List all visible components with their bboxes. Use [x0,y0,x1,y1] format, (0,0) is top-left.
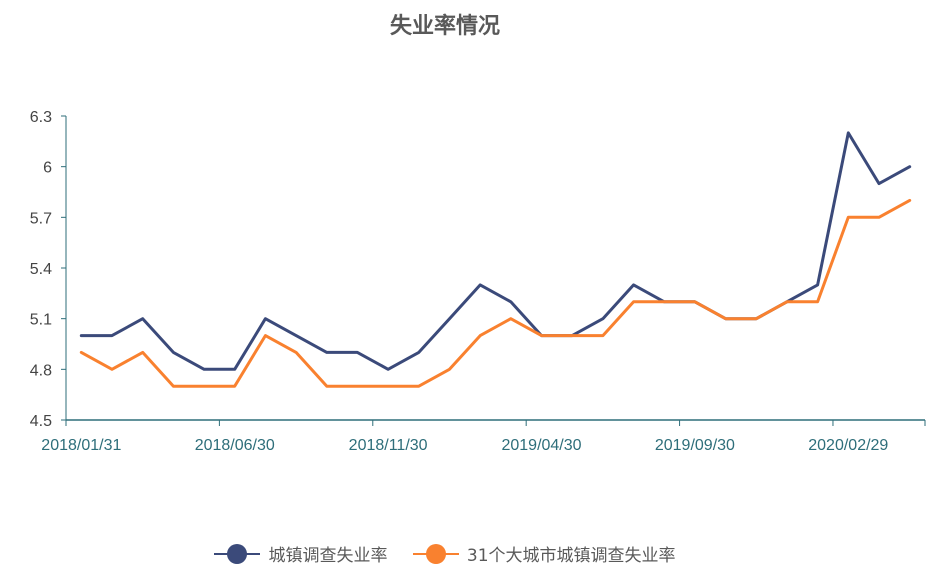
data-point[interactable] [601,334,605,338]
data-point[interactable] [509,300,513,304]
data-point[interactable] [846,215,850,219]
y-axis: 4.5 4.8 5.1 5.4 5.7 6 6.3 [30,109,67,430]
data-point[interactable] [171,350,175,354]
data-point[interactable] [141,350,145,354]
data-point[interactable] [110,367,114,371]
series-layer [79,131,912,388]
data-point[interactable] [233,384,237,388]
legend: 城镇调查失业率 31个大城市城镇调查失业率 [0,541,890,569]
y-tick-label: 4.8 [30,362,52,379]
y-tick-label: 6.3 [30,109,52,126]
legend-label-series-2: 31个大城市城镇调查失业率 [466,546,676,566]
data-point[interactable] [908,165,912,169]
data-point[interactable] [325,350,329,354]
x-tick-label: 2018/01/31 [41,437,121,454]
series-points-1 [79,131,911,371]
data-point[interactable] [447,317,451,321]
data-point[interactable] [202,384,206,388]
data-point[interactable] [110,334,114,338]
data-point[interactable] [632,300,636,304]
data-point[interactable] [417,384,421,388]
legend-item-series-1[interactable]: 城镇调查失业率 [214,541,387,566]
y-tick-label: 4.5 [30,413,52,430]
data-point[interactable] [754,317,758,321]
data-point[interactable] [908,198,912,202]
data-point[interactable] [478,334,482,338]
data-point[interactable] [632,283,636,287]
data-point[interactable] [509,317,513,321]
legend-marker-series-1 [214,543,261,564]
data-point[interactable] [263,334,267,338]
data-point[interactable] [724,317,728,321]
data-point[interactable] [386,384,390,388]
x-tick-label: 2019/04/30 [501,437,581,454]
data-point[interactable] [202,367,206,371]
data-point[interactable] [662,300,666,304]
y-tick-label: 5.4 [30,261,52,278]
data-point[interactable] [355,384,359,388]
data-point[interactable] [785,300,789,304]
data-point[interactable] [79,334,83,338]
data-point[interactable] [570,334,574,338]
data-point[interactable] [294,350,298,354]
data-point[interactable] [417,350,421,354]
legend-label-series-1: 城镇调查失业率 [268,546,388,566]
x-tick-label: 2019/09/30 [655,437,735,454]
legend-marker-series-2 [412,543,459,564]
y-tick-label: 5.1 [30,312,52,329]
data-point[interactable] [355,350,359,354]
data-point[interactable] [141,317,145,321]
data-point[interactable] [233,367,237,371]
chart-title: 失业率情况 [389,14,500,39]
data-point[interactable] [816,283,820,287]
x-tick-label: 2018/11/30 [349,437,428,454]
data-point[interactable] [877,215,881,219]
data-point[interactable] [693,300,697,304]
data-point[interactable] [540,334,544,338]
data-point[interactable] [877,182,881,186]
x-axis: 2018/01/31 2018/06/30 2018/11/30 2019/04/30… [41,419,926,454]
data-point[interactable] [79,350,83,354]
data-point[interactable] [171,384,175,388]
y-tick-label: 5.7 [30,210,52,227]
x-tick-label: 2020/02/29 [808,437,888,454]
series-line-1 [79,131,912,371]
y-tick-label: 6 [43,160,52,177]
data-point[interactable] [386,367,390,371]
data-point[interactable] [325,384,329,388]
data-point[interactable] [447,367,451,371]
data-point[interactable] [601,317,605,321]
series-line-2 [79,198,912,388]
data-point[interactable] [478,283,482,287]
legend-item-series-2[interactable]: 31个大城市城镇调查失业率 [412,541,676,566]
data-point[interactable] [816,300,820,304]
data-point[interactable] [263,317,267,321]
x-tick-label: 2018/06/30 [195,437,275,454]
data-point[interactable] [294,334,298,338]
data-point[interactable] [846,131,850,135]
